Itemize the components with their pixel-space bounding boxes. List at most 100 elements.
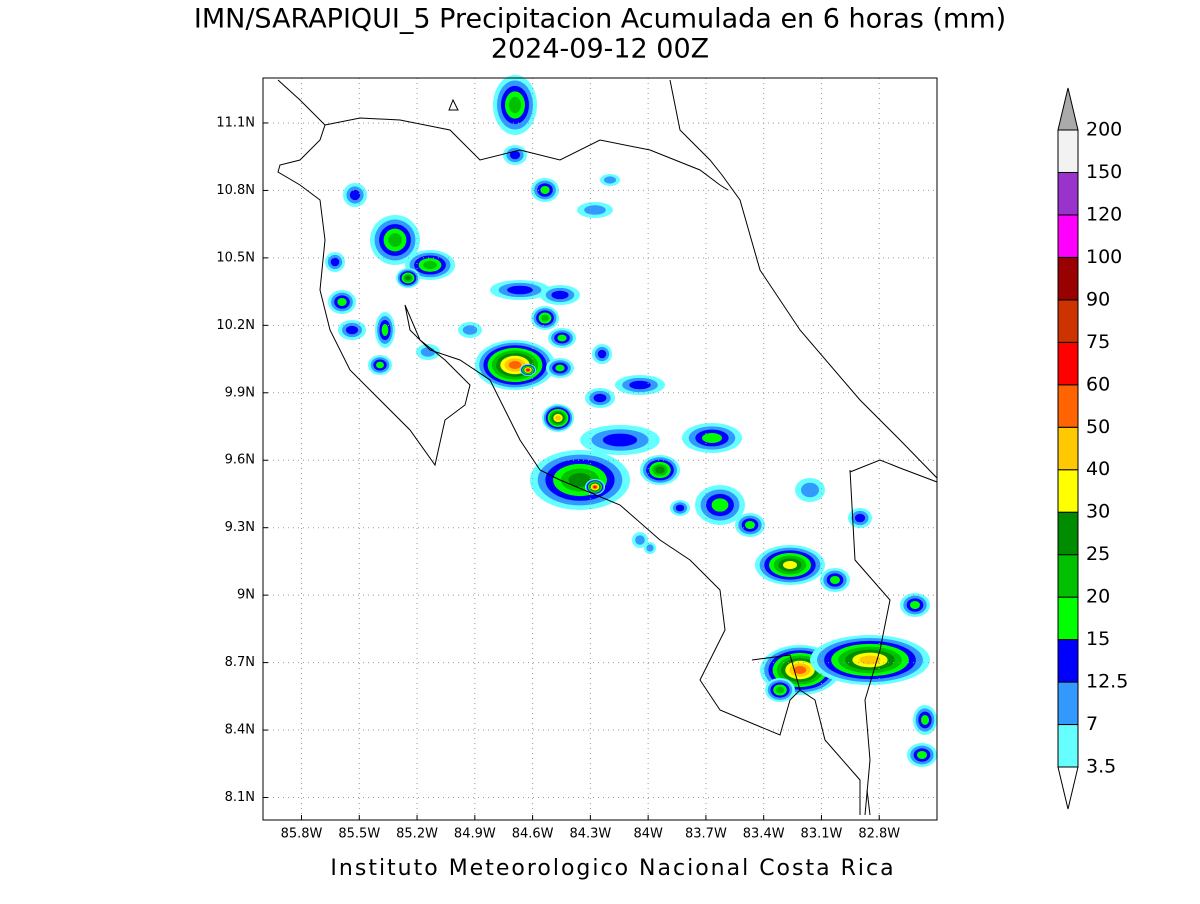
border <box>849 469 891 816</box>
coastline <box>669 79 938 479</box>
rain-area <box>541 314 549 322</box>
rain-area <box>349 189 361 201</box>
title: IMN/SARAPIQUI_5 Precipitacion Acumulada … <box>194 4 1006 35</box>
lon-tick-label: 84W <box>633 827 663 842</box>
rain-area <box>801 482 819 498</box>
rain-area <box>381 324 389 336</box>
rain-area <box>551 290 569 300</box>
rain-area <box>337 298 347 306</box>
lon-tick-label: 83.7W <box>685 827 727 842</box>
lat-tick-label: 10.8N <box>216 183 255 198</box>
border <box>324 117 729 191</box>
colorbar-label: 12.5 <box>1086 671 1128 693</box>
rain-area <box>775 686 785 694</box>
lat-tick-label: 9N <box>237 588 255 603</box>
rain-area <box>783 561 797 569</box>
lat-tick-label: 8.7N <box>225 655 255 670</box>
rain-area <box>602 433 638 447</box>
lat-tick-label: 9.3N <box>225 520 255 535</box>
island <box>448 98 459 111</box>
rain-area <box>604 176 616 184</box>
colorbar-box <box>1057 426 1079 471</box>
rain-area <box>508 361 522 369</box>
rain-area <box>405 275 411 281</box>
grid <box>263 78 937 820</box>
lon-tick-label: 85.8W <box>281 827 323 842</box>
colorbar-label: 200 <box>1086 119 1122 141</box>
rain-area <box>462 325 478 335</box>
rain-area <box>655 466 665 474</box>
rain-area <box>629 380 651 390</box>
rain-area <box>330 257 340 267</box>
colorbar-label: 3.5 <box>1086 756 1116 778</box>
coastline <box>751 654 871 816</box>
colorbar-label: 75 <box>1086 331 1110 353</box>
rain-area <box>526 369 530 371</box>
rain-area <box>702 433 722 443</box>
rain-area <box>830 576 840 584</box>
lat-tick-label: 9.9N <box>225 385 255 400</box>
rain-area <box>346 325 358 335</box>
lat-tick-label: 11.1N <box>216 115 255 130</box>
rain-area <box>711 498 729 512</box>
lon-tick-label: 84.3W <box>569 827 611 842</box>
rain-area <box>423 260 437 270</box>
colorbar-box <box>1057 129 1079 173</box>
colorbar-box <box>1057 511 1079 556</box>
colorbar-box <box>1057 724 1079 768</box>
colorbar-label: 30 <box>1086 501 1110 523</box>
coastline <box>849 459 938 483</box>
colorbar-label: 40 <box>1086 458 1110 480</box>
lat-tick-label: 8.4N <box>225 723 255 738</box>
rain-area <box>854 513 866 523</box>
colorbar-box <box>1057 256 1079 301</box>
lon-tick-label: 85.5W <box>338 827 380 842</box>
rain-area <box>555 415 561 421</box>
colorbar: 3.5 7 12.5 15 20 25 30 40 50 60 75 90 100 120 150 200 <box>1057 87 1128 810</box>
lat-tick-label: 10.2N <box>216 318 255 333</box>
colorbar-box <box>1057 469 1079 513</box>
colorbar-box <box>1057 171 1079 216</box>
lon-tick-label: 85.2W <box>396 827 438 842</box>
coastlines <box>277 79 938 816</box>
lat-tick-label: 8.1N <box>225 790 255 805</box>
map-frame <box>262 77 938 821</box>
rain-area <box>584 205 606 215</box>
lon-tick-label: 83.1W <box>801 827 843 842</box>
rain-area <box>635 535 645 545</box>
colorbar-under <box>1057 766 1079 810</box>
lon-tick-label: 83.4W <box>743 827 785 842</box>
footer: Instituto Meteorologico Nacional Costa R… <box>330 856 895 881</box>
subtitle: 2024-09-12 00Z <box>491 34 709 65</box>
lon-tick-label: 84.6W <box>512 827 554 842</box>
rain-area <box>593 485 597 489</box>
colorbar-box <box>1057 341 1079 386</box>
colorbar-label: 15 <box>1086 628 1110 650</box>
rain-area <box>509 150 521 160</box>
lat-tick-label: 10.5N <box>216 250 255 265</box>
colorbar-box <box>1057 596 1079 641</box>
rain-area <box>793 666 807 674</box>
rain-area <box>555 364 565 372</box>
lat-tick-label: 9.6N <box>225 453 255 468</box>
colorbar-label: 120 <box>1086 203 1122 225</box>
rain-area <box>921 715 929 725</box>
colorbar-box <box>1057 554 1079 598</box>
rain-area <box>597 349 607 359</box>
rain-area <box>507 285 533 295</box>
colorbar-box <box>1057 299 1079 343</box>
coastline <box>277 79 861 815</box>
colorbar-label: 50 <box>1086 416 1110 438</box>
rain-area <box>593 393 607 403</box>
rain-area <box>557 334 567 342</box>
colorbar-label: 90 <box>1086 288 1110 310</box>
rain-area <box>540 186 550 194</box>
lon-tick-label: 82.8W <box>858 827 900 842</box>
rain-area <box>376 361 384 369</box>
colorbar-label: 100 <box>1086 246 1122 268</box>
rain-area <box>859 655 881 665</box>
rain-area <box>675 504 685 512</box>
colorbar-label: 60 <box>1086 373 1110 395</box>
rain-area <box>910 601 920 609</box>
